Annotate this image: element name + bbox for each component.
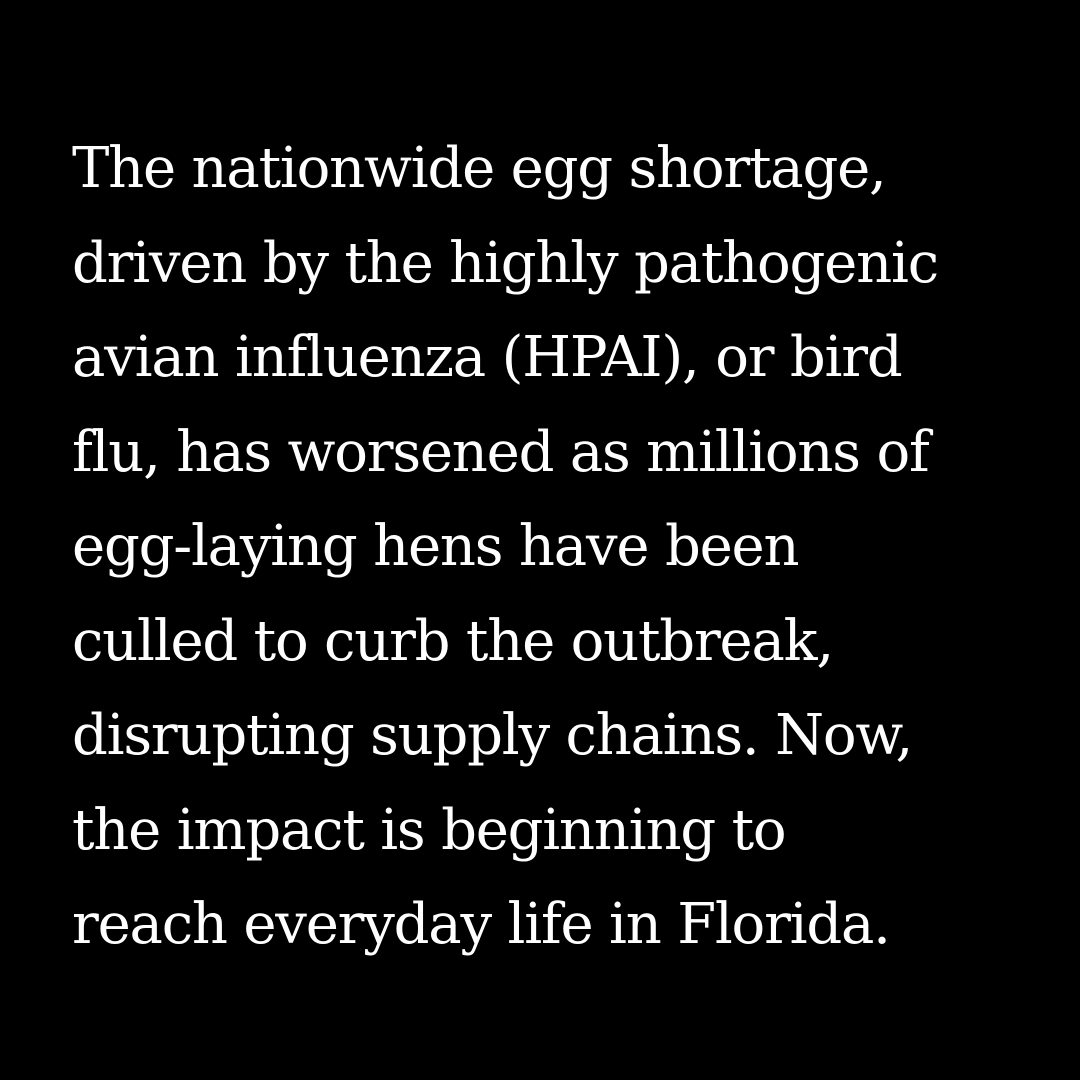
body-paragraph: The nationwide egg shortage, driven by t… (72, 122, 1062, 973)
paragraph-line-9: reach everyday life in Florida. (72, 892, 891, 957)
paragraph-line-3: avian influenza (HPAI), or bird (72, 325, 903, 390)
paragraph-line-1: The nationwide egg shortage, (72, 136, 887, 201)
paragraph-line-4: flu, has worsened as millions of (72, 419, 930, 485)
paragraph-line-2: driven by the highly pathogenic (72, 230, 939, 296)
paragraph-line-5: egg-laying hens have been (72, 514, 800, 579)
paragraph-line-6: culled to curb the outbreak, (72, 608, 834, 674)
paragraph-line-7: disrupting supply chains. Now, (72, 703, 913, 768)
paragraph-line-8: the impact is beginning to (72, 797, 787, 863)
